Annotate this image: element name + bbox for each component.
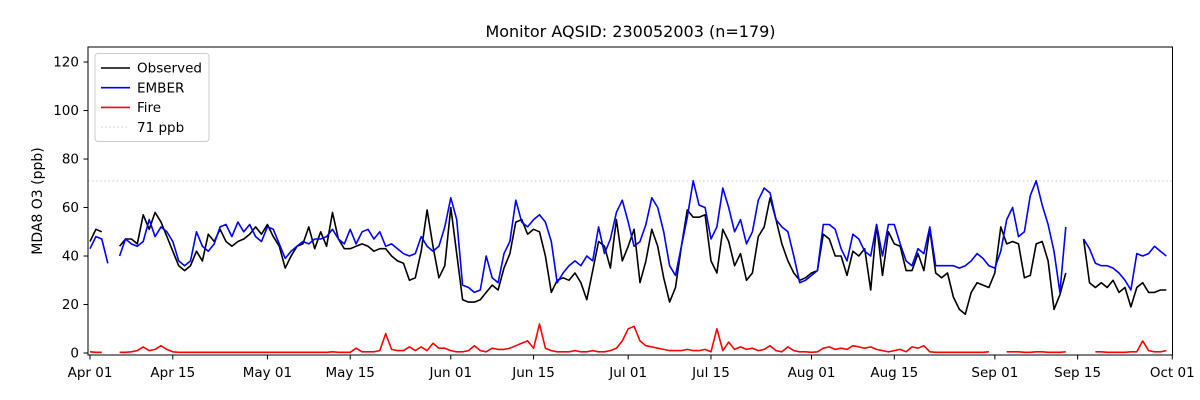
legend-label-ember: EMBER <box>137 80 184 96</box>
x-tick-label: Oct 01 <box>1150 365 1195 381</box>
x-tick-label: Jul 01 <box>608 365 647 381</box>
fire-line <box>89 351 102 354</box>
x-tick-label: Apr 15 <box>150 365 195 381</box>
ember-line <box>1082 238 1167 291</box>
y-tick-label: 0 <box>70 346 79 362</box>
x-tick-label: Aug 15 <box>870 365 918 381</box>
x-tick-label: May 15 <box>326 365 375 381</box>
y-tick-label: 20 <box>62 297 79 313</box>
chart-title: Monitor AQSID: 230052003 (n=179) <box>485 22 776 41</box>
y-tick-label: 120 <box>53 55 79 71</box>
ember-line <box>89 235 109 264</box>
x-tick-label: Sep 01 <box>971 365 1018 381</box>
x-tick-label: Sep 15 <box>1054 365 1101 381</box>
plot-border <box>87 46 1173 356</box>
x-tick-label: Apr 01 <box>68 365 113 381</box>
observed-line <box>1082 238 1167 308</box>
fire-line <box>119 323 989 354</box>
legend-label-observed: Observed <box>137 61 202 77</box>
y-tick-label: 40 <box>62 249 79 265</box>
x-tick-label: Aug 01 <box>788 365 836 381</box>
ember-line <box>118 180 1067 294</box>
x-tick-label: Jun 01 <box>428 365 472 381</box>
y-tick-label: 80 <box>62 152 79 168</box>
y-tick-label: 60 <box>62 200 79 216</box>
legend-box <box>94 53 210 142</box>
fire-line <box>1095 340 1167 354</box>
fire-line <box>1006 351 1066 354</box>
x-tick-label: Jun 15 <box>511 365 555 381</box>
x-tick-label: May 01 <box>243 365 292 381</box>
legend-label-71-ppb: 71 ppb <box>137 120 184 136</box>
x-tick-label: Jul 15 <box>691 365 730 381</box>
legend: Observed EMBER Fire 71 ppb <box>94 53 210 142</box>
observed-line <box>89 228 103 242</box>
observed-line <box>118 197 1067 315</box>
y-tick-label: 100 <box>53 103 79 119</box>
legend-label-fire: Fire <box>137 100 161 116</box>
